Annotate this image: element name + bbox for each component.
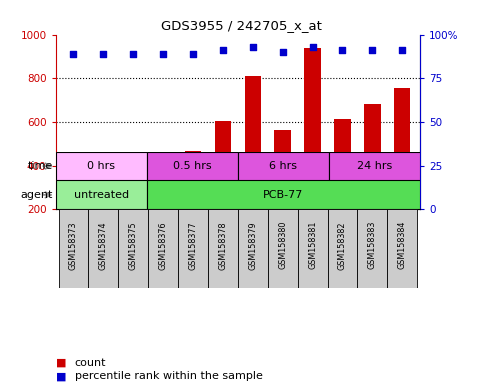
- Text: ■: ■: [56, 358, 66, 368]
- Text: 0.5 hrs: 0.5 hrs: [173, 161, 212, 171]
- Point: [339, 47, 346, 53]
- Text: GSM158378: GSM158378: [218, 221, 227, 270]
- Bar: [357, 209, 387, 288]
- Bar: [268, 209, 298, 288]
- Point: [99, 51, 107, 57]
- Text: 24 hrs: 24 hrs: [357, 161, 392, 171]
- Bar: [387, 209, 417, 288]
- Point: [189, 51, 197, 57]
- Bar: [147, 152, 238, 180]
- Bar: [215, 121, 231, 253]
- Text: GSM158373: GSM158373: [69, 221, 78, 270]
- Text: GSM158374: GSM158374: [99, 221, 108, 270]
- Text: GSM158383: GSM158383: [368, 221, 377, 270]
- Bar: [95, 171, 112, 253]
- Text: GDS3955 / 242705_x_at: GDS3955 / 242705_x_at: [161, 19, 322, 32]
- Bar: [394, 88, 411, 253]
- Bar: [274, 129, 291, 253]
- Bar: [208, 209, 238, 288]
- Bar: [58, 209, 88, 288]
- Point: [369, 47, 376, 53]
- Text: untreated: untreated: [73, 190, 128, 200]
- Point: [398, 47, 406, 53]
- Text: 6 hrs: 6 hrs: [270, 161, 298, 171]
- Text: percentile rank within the sample: percentile rank within the sample: [75, 371, 263, 381]
- Point: [279, 49, 286, 55]
- Bar: [148, 209, 178, 288]
- Text: GSM158382: GSM158382: [338, 221, 347, 270]
- Text: agent: agent: [21, 190, 53, 200]
- Text: PCB-77: PCB-77: [263, 190, 304, 200]
- Text: GSM158380: GSM158380: [278, 221, 287, 270]
- Bar: [304, 48, 321, 253]
- Text: 0 hrs: 0 hrs: [87, 161, 115, 171]
- Bar: [298, 209, 327, 288]
- Point: [219, 47, 227, 53]
- Text: GSM158384: GSM158384: [398, 221, 407, 270]
- Text: GSM158375: GSM158375: [129, 221, 138, 270]
- Bar: [238, 209, 268, 288]
- Bar: [364, 104, 381, 253]
- Bar: [155, 156, 171, 253]
- Bar: [56, 180, 147, 209]
- Text: ■: ■: [56, 371, 66, 381]
- Text: GSM158381: GSM158381: [308, 221, 317, 270]
- Text: GSM158376: GSM158376: [158, 221, 168, 270]
- Bar: [56, 152, 147, 180]
- Text: GSM158377: GSM158377: [188, 221, 198, 270]
- Bar: [244, 76, 261, 253]
- Bar: [334, 119, 351, 253]
- Bar: [185, 151, 201, 253]
- Bar: [147, 180, 420, 209]
- Bar: [238, 152, 329, 180]
- Point: [249, 44, 256, 50]
- Bar: [118, 209, 148, 288]
- Bar: [329, 152, 420, 180]
- Point: [309, 44, 316, 50]
- Bar: [125, 152, 142, 253]
- Bar: [65, 159, 82, 253]
- Text: GSM158379: GSM158379: [248, 221, 257, 270]
- Point: [159, 51, 167, 57]
- Point: [70, 51, 77, 57]
- Text: time: time: [28, 161, 53, 171]
- Point: [129, 51, 137, 57]
- Text: count: count: [75, 358, 106, 368]
- Bar: [88, 209, 118, 288]
- Bar: [178, 209, 208, 288]
- Bar: [327, 209, 357, 288]
